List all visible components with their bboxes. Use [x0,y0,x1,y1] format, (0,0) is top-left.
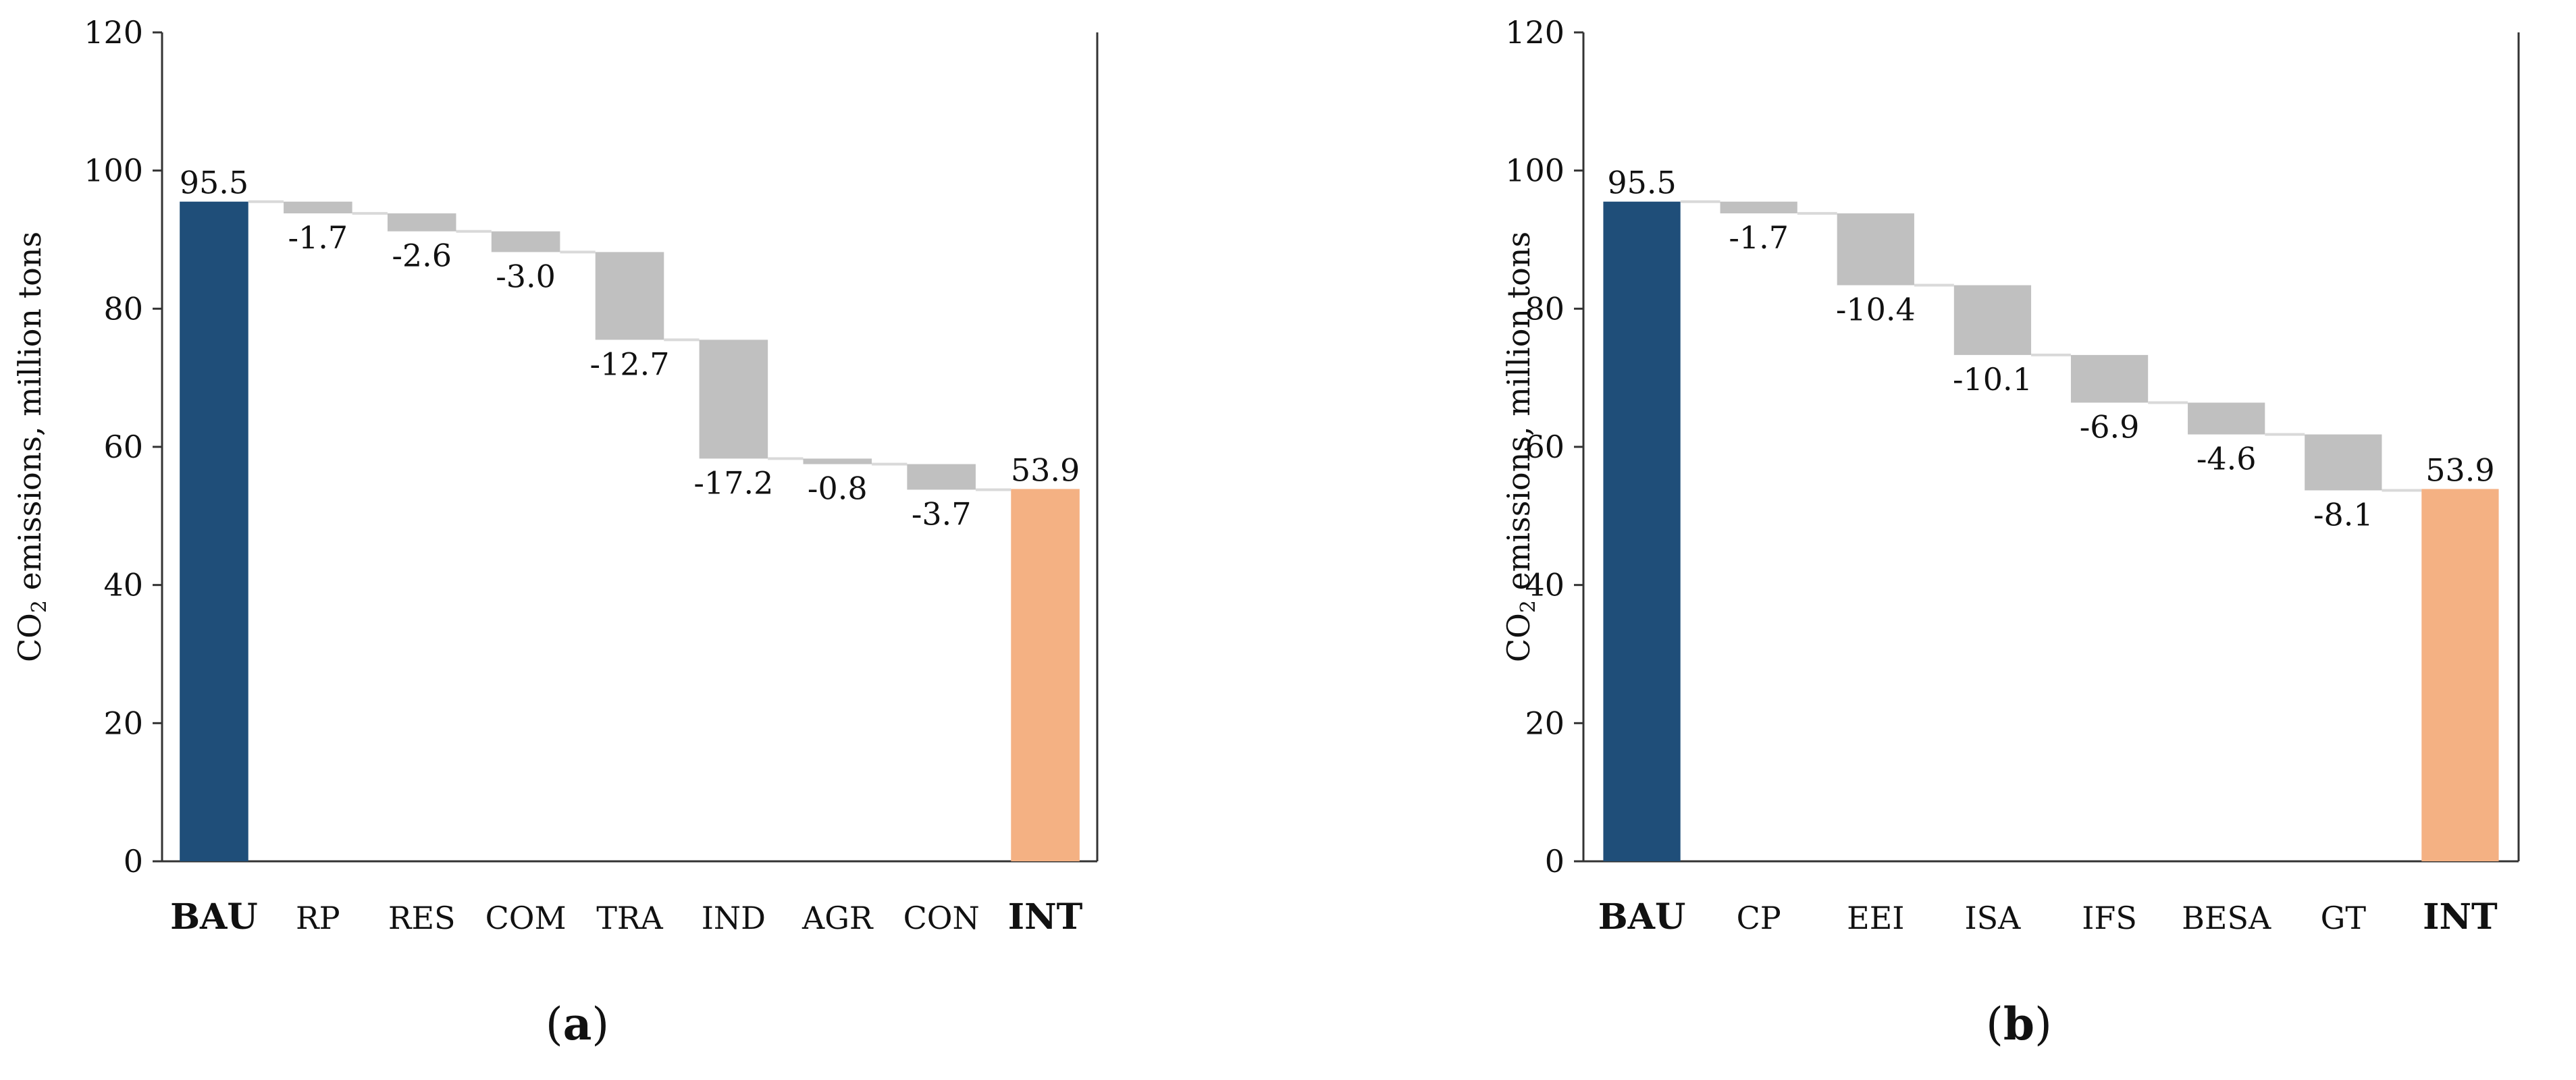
data-label: -8.1 [2313,496,2373,533]
y-tick-label: 20 [1525,705,1565,741]
y-axis-title-rest: emissions, million tons [11,232,48,600]
y-tick-label: 80 [1525,290,1565,327]
data-label: -3.0 [496,258,556,294]
bar-delta-AGR [803,458,872,464]
y-axis-title-main: CO [1500,613,1537,662]
data-label: -10.4 [1836,292,1916,328]
panel-label: (a) [546,998,609,1050]
y-tick-label: 60 [1525,429,1565,465]
x-category-label: AGR [801,900,874,936]
bar-delta-IND [699,340,768,459]
data-label: 53.9 [2425,452,2494,488]
bar-delta-CON [907,464,976,490]
data-label: 53.9 [1011,452,1080,488]
bar-end-INT [1011,489,1080,861]
y-tick-label: 0 [124,843,143,880]
data-label: -2.6 [392,238,452,274]
y-tick-label: 100 [84,153,143,189]
data-label: -3.7 [912,495,972,532]
y-axis-title-rest: emissions, million tons [1500,232,1537,600]
y-tick-label: 20 [103,705,143,741]
y-axis-title-subscript: 2 [1517,600,1540,613]
y-axis-title: CO2 emissions, million tons [11,232,51,662]
y-tick-label: 120 [84,14,143,51]
data-label: -12.7 [590,346,670,382]
data-label: -0.8 [808,470,868,507]
y-tick-label: 80 [103,290,143,327]
bar-delta-BESA [2188,402,2265,435]
panel-label-letter: a [563,998,592,1050]
data-label: -10.1 [1953,361,2032,398]
x-category-label: RES [388,900,456,936]
panel-label-close: ) [2034,998,2052,1050]
x-category-label: EEI [1847,900,1904,936]
chart-panel-b: 0 20 40 60 80 100 120 CO2 emissions, million to… [1500,14,2520,1050]
bar-delta-IFS [2070,354,2149,403]
y-tick-label: 100 [1505,153,1565,189]
x-category-label: BAU [1598,896,1686,938]
x-category-label: CON [903,900,980,936]
y-tick-label: 40 [103,567,143,603]
panel-label: (b) [1986,998,2052,1050]
data-label: -1.7 [288,219,348,256]
data-label: -17.2 [693,464,773,501]
x-category-label: GT [2321,900,2367,936]
x-category-label: CP [1737,900,1781,936]
bar-delta-TRA [595,252,664,340]
y-axis-title-main: CO [11,613,48,662]
x-category-label: BAU [170,896,258,938]
panel-label-open: ( [1986,998,2003,1050]
x-category-label: COM [485,900,567,936]
x-category-label: ISA [1964,900,2021,936]
y-tick-label: 120 [1505,14,1565,51]
data-label: -6.9 [2080,409,2140,446]
x-category-label: INT [1008,896,1083,938]
data-label: 95.5 [180,165,248,201]
bar-start-BAU [1603,201,1681,861]
y-axis-title-subscript: 2 [28,600,51,613]
x-category-label: TRA [596,900,663,936]
bar-delta-RES [387,213,456,232]
y-axis-title: CO2 emissions, million tons [1500,232,1540,662]
x-category-label: INT [2423,896,2498,938]
bar-delta-RP [284,201,352,214]
bar-delta-GT [2305,434,2382,491]
x-category-label: BESA [2182,900,2271,936]
panel-label-open: ( [546,998,563,1050]
panel-label-letter: b [2003,998,2034,1050]
y-tick-label: 60 [103,429,143,465]
bar-delta-ISA [1953,285,2032,355]
bar-start-BAU [180,201,248,861]
panel-label-close: ) [592,998,609,1050]
y-tick-label: 0 [1545,843,1565,880]
data-label: -4.6 [2197,441,2257,477]
bar-end-INT [2421,489,2499,861]
bar-delta-COM [491,231,560,252]
chart-panel-a: 0 20 40 60 80 100 120 CO2 emissions, million to… [11,14,1099,1050]
data-label: -1.7 [1729,219,1789,256]
bar-delta-CP [1720,201,1797,214]
y-tick-label: 40 [1525,567,1565,603]
x-category-label: IFS [2082,900,2137,936]
bar-delta-EEI [1837,213,1914,286]
x-category-label: RP [296,900,340,936]
x-category-label: IND [702,900,766,936]
data-label: 95.5 [1607,165,1676,201]
